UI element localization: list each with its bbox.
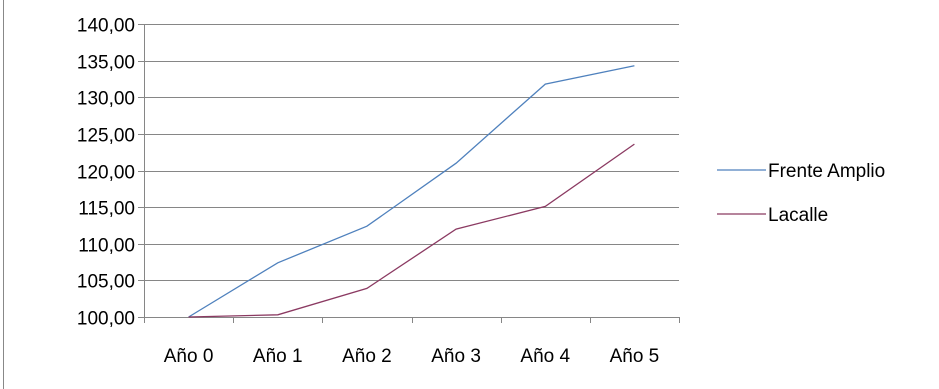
x-tick-label: Año 0	[164, 346, 214, 367]
y-tick-label: 105,00	[77, 272, 135, 293]
legend: Frente Amplio Lacalle	[717, 161, 885, 226]
y-tick-label: 130,00	[77, 89, 135, 110]
y-tick-label: 125,00	[77, 126, 135, 147]
x-tick-label: Año 1	[253, 346, 303, 367]
x-axis-tick-labels: Año 0 Año 1 Año 2 Año 3 Año 4 Año 5	[164, 346, 659, 367]
y-tick-label: 120,00	[77, 163, 135, 184]
y-tick-label: 135,00	[77, 53, 135, 74]
x-tick-label: Año 4	[520, 346, 570, 367]
series-line-1	[188, 65, 635, 318]
gridlines	[144, 24, 679, 281]
y-tick-label: 115,00	[78, 199, 135, 220]
y-tick-label: 110,00	[78, 236, 135, 257]
y-tick-label: 100,00	[77, 309, 135, 330]
axes	[138, 24, 680, 323]
x-tick-label: Año 2	[342, 346, 392, 367]
y-axis-tick-labels: 100,00 105,00 110,00 115,00 120,00 125,00 130,…	[77, 16, 135, 330]
x-tick-label: Año 3	[431, 346, 481, 367]
legend-label-1: Frente Amplio	[768, 161, 885, 182]
legend-label-2: Lacalle	[768, 205, 828, 226]
x-tick-label: Año 5	[610, 346, 660, 367]
series-line-2	[188, 143, 635, 318]
series-lines	[188, 65, 635, 318]
y-tick-label: 140,00	[77, 16, 135, 37]
